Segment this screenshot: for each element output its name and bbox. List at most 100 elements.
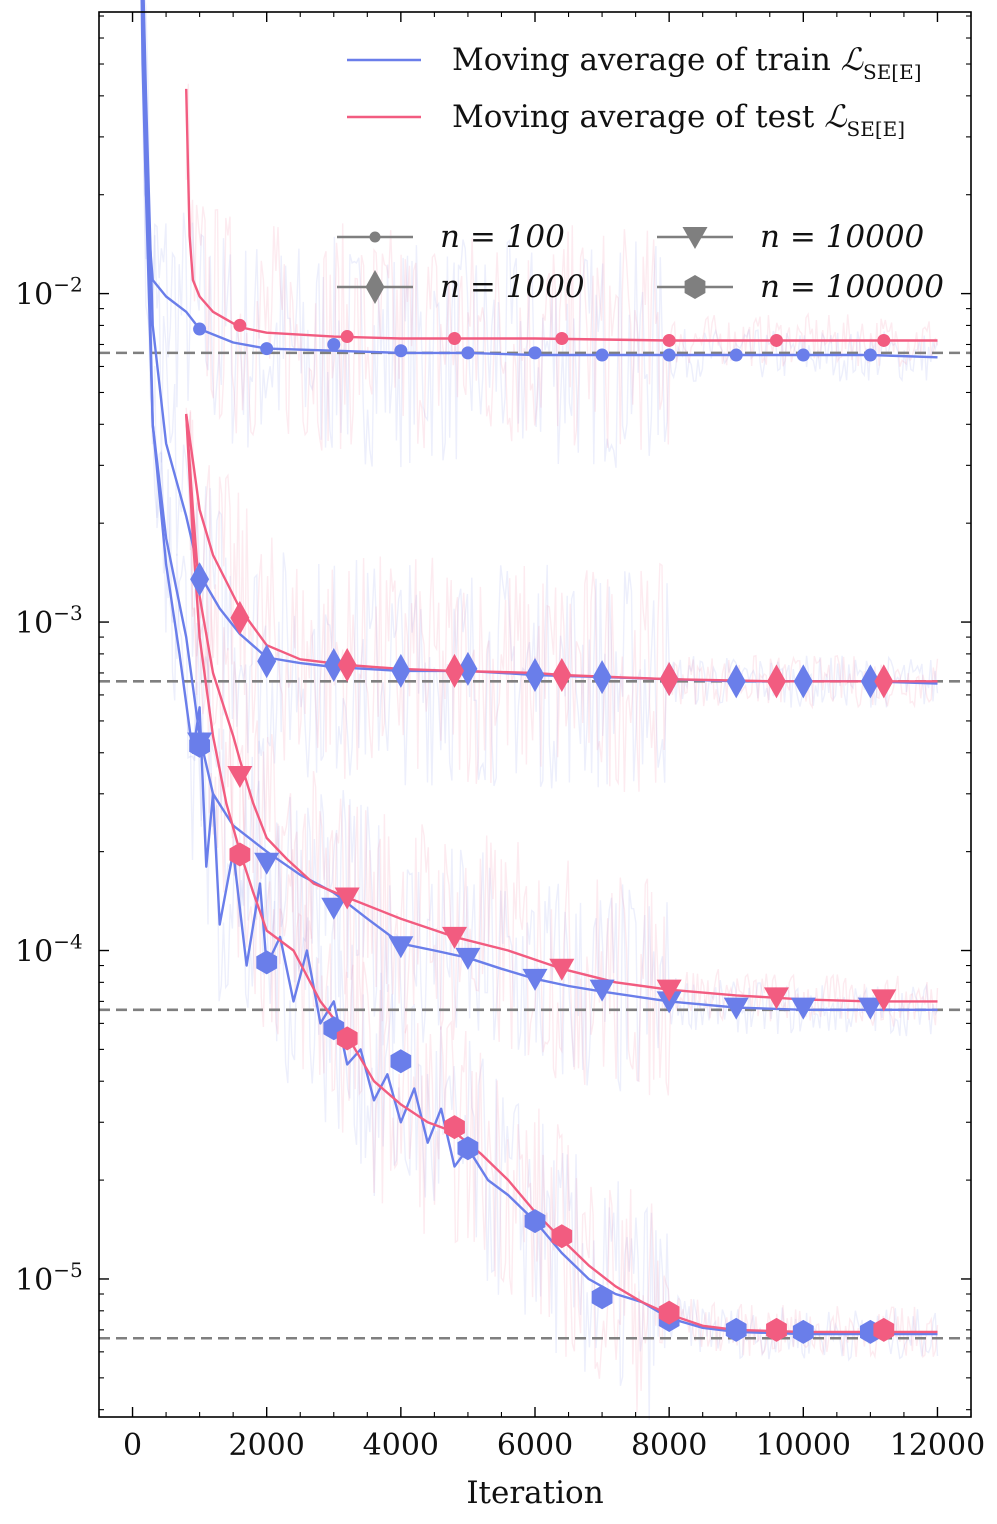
series-line-7 [185,413,938,1334]
legend-marker-triangle [682,227,708,249]
legend-marker-hexagon [684,275,706,299]
marker-7-5 [766,1317,787,1342]
marker-4-7 [656,991,682,1014]
marker-6-1 [256,950,278,975]
series-line-6 [141,0,938,1336]
series-line-4 [141,0,938,1011]
legend-line-label-1: Moving average of test ℒSE[E] [452,99,905,141]
marker-6-6 [591,1285,613,1310]
x-tick-label-6: 12000 [890,1428,985,1463]
marker-6-4 [457,1136,479,1161]
marker-6-5 [524,1209,546,1234]
marker-0-1 [260,342,274,356]
marker-2-9 [793,664,813,699]
marker-6-8 [725,1317,747,1342]
marker-6-9 [792,1319,814,1344]
marker-4-4 [455,947,481,970]
marker-5-6 [871,989,897,1012]
x-tick-label-0: 0 [123,1428,142,1463]
y-tick-label-2: 10−3 [15,601,83,641]
marker-7-0 [229,842,251,867]
marker-2-6 [592,660,612,695]
marker-5-3 [549,958,575,981]
legend-marker-circle [369,231,381,243]
marker-4-6 [589,979,615,1002]
marker-4-10 [857,997,883,1020]
marker-1-3 [555,331,569,345]
marker-0-0 [193,322,207,336]
x-tick-label-5: 10000 [756,1428,851,1463]
marker-2-3 [391,653,411,688]
marker-3-4 [659,662,679,697]
x-tick-label-4: 8000 [631,1428,707,1463]
marker-4-2 [321,897,347,920]
marker-3-2 [445,653,465,688]
marker-2-1 [257,644,277,679]
marker-7-4 [658,1300,680,1325]
marker-5-0 [227,765,253,788]
noise-1 [185,83,939,451]
legend-marker-label-3: n = 100000 [760,269,944,305]
marker-3-0 [230,600,250,635]
marker-5-4 [656,979,682,1002]
legend-line-label-0: Moving average of train ℒSE[E] [452,42,922,84]
y-tick-label-4: 10−5 [15,1258,83,1298]
noise-3 [185,407,939,793]
marker-1-6 [877,333,891,347]
marker-1-5 [769,333,783,347]
marker-3-3 [552,657,572,692]
y-tick-label-1: 10−2 [15,273,83,313]
marker-1-2 [448,331,462,345]
marker-5-5 [763,987,789,1010]
marker-3-1 [337,648,357,683]
marker-2-0 [190,562,210,597]
series-lines [140,0,938,1336]
marker-1-1 [340,330,354,344]
noise-0 [141,0,939,468]
marker-1-4 [662,333,676,347]
marker-2-2 [324,648,344,683]
marker-0-2 [327,337,341,351]
x-tick-label-3: 6000 [497,1428,573,1463]
marker-7-6 [873,1317,895,1342]
marker-0-5 [528,346,542,360]
marker-0-8 [729,348,743,362]
marker-4-1 [254,852,280,875]
marker-6-3 [390,1049,412,1074]
marker-0-9 [796,348,810,362]
marker-0-6 [595,348,609,362]
marker-7-1 [336,1026,358,1051]
marker-6-0 [189,733,210,758]
series-line-3 [185,413,938,683]
legend-marker-label-2: n = 1000 [440,269,585,305]
x-axis-label: Iteration [466,1475,603,1511]
x-tick-label-2: 4000 [363,1428,439,1463]
marker-0-4 [461,346,475,360]
marker-3-5 [766,664,786,699]
legend-marker-label-0: n = 100 [440,219,565,255]
marker-4-5 [522,968,548,991]
marker-0-3 [394,344,408,358]
marker-4-3 [388,936,414,959]
marker-2-5 [525,657,545,692]
marker-4-9 [790,997,816,1020]
legend-marker-diamond [365,270,385,304]
marker-5-1 [334,887,360,910]
marker-3-6 [874,664,894,699]
legend-marker-label-1: n = 10000 [760,219,924,255]
marker-5-2 [442,926,468,949]
legend: Moving average of train ℒSE[E] Moving ave… [337,42,944,305]
marker-0-7 [662,348,676,362]
y-tick-label-3: 10−4 [15,930,83,970]
noise-7 [185,411,939,1413]
axis-ticks: 02000400060008000100001200010−110−210−31… [15,12,985,1463]
marker-7-2 [444,1115,465,1140]
noise-5 [185,410,939,1096]
marker-0-10 [863,348,877,362]
series-markers [187,318,897,1344]
x-tick-label-1: 2000 [229,1428,305,1463]
marker-2-8 [726,664,746,699]
marker-7-3 [551,1224,573,1249]
